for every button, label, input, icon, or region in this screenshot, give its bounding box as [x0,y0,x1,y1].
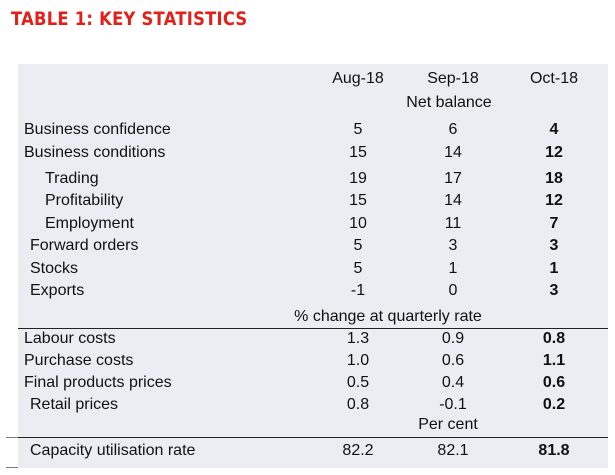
row-label: Forward orders [30,237,139,254]
cell-aug: 5 [353,121,363,138]
cell-sep: 6 [448,121,458,138]
cell-oct: 1.1 [542,352,566,369]
row-label: Retail prices [30,396,119,413]
cell-aug: -1 [350,282,366,299]
table-row: Capacity utilisation rate 82.2 82.1 81.8 [18,439,608,463]
row-label: Employment [45,215,134,232]
cell-aug: 5 [353,260,363,277]
cell-oct: 4 [549,121,559,138]
column-header-aug-18: Aug-18 [332,70,384,87]
row-label: Exports [30,282,85,299]
cell-aug: 19 [349,170,367,187]
cell-oct: 81.8 [538,442,570,459]
row-label: Trading [45,170,99,187]
table-row: Business conditions 15 14 12 [18,142,608,164]
cell-aug: 5 [353,237,363,254]
table-row: Final products prices 0.5 0.4 0.6 [18,372,608,394]
cell-sep: 0.9 [441,330,465,347]
cell-aug: 15 [349,192,367,209]
cell-oct: 3 [549,282,559,299]
row-label: Final products prices [24,374,172,391]
cell-aug: 1.3 [346,330,370,347]
cell-sep: 82.1 [437,442,469,459]
row-label: Stocks [30,260,79,277]
cell-oct: 1 [549,260,559,277]
cell-sep: 11 [444,215,462,232]
cell-oct: 0.8 [542,330,566,347]
table-row: Profitability 15 14 12 [18,190,608,212]
cell-sep: 0 [448,282,458,299]
table-row: Trading 19 17 18 [18,168,608,190]
row-label: Purchase costs [24,352,134,369]
cell-aug: 15 [349,144,367,161]
cell-oct: 12 [545,192,563,209]
row-label: Profitability [45,192,124,209]
cell-aug: 0.5 [346,374,370,391]
statistics-table: Aug-18 Sep-18 Oct-18 Net balance Busines… [18,64,608,468]
cell-oct: 12 [545,144,563,161]
section-header-net-balance: Net balance [406,94,492,111]
table-row: Retail prices 0.8 -0.1 0.2 [18,394,608,416]
column-header-oct-18: Oct-18 [529,70,578,87]
cell-sep: 14 [444,144,462,161]
cell-sep: -0.1 [439,396,467,413]
row-label: Business confidence [24,121,171,138]
cell-sep: 1 [448,260,458,277]
row-label: Labour costs [24,330,116,347]
cell-oct: 3 [549,237,559,254]
cell-oct: 0.2 [542,396,566,413]
table-row: Business confidence 5 6 4 [18,119,608,141]
cell-sep: 3 [448,237,458,254]
section-header-quarterly-change: % change at quarterly rate [294,308,482,325]
cell-oct: 18 [545,170,563,187]
cell-sep: 14 [444,192,462,209]
column-header-sep-18: Sep-18 [427,70,479,87]
table-row: Employment 10 11 7 [18,213,608,235]
table-row: Exports -1 0 3 [18,280,608,302]
section-divider [18,437,608,438]
table-row: Labour costs 1.3 0.9 0.8 [18,328,608,350]
row-label: Business conditions [24,144,166,161]
cell-aug: 10 [349,215,367,232]
margin-tick [6,467,18,468]
margin-tick [6,437,18,438]
cell-sep: 0.6 [441,352,465,369]
cell-aug: 1.0 [346,352,370,369]
section-header-per-cent: Per cent [418,416,478,433]
cell-sep: 17 [444,170,462,187]
cell-aug: 0.8 [346,396,370,413]
table-title: TABLE 1: KEY STATISTICS [11,8,248,30]
column-header-row: Aug-18 Sep-18 Oct-18 [18,68,608,90]
cell-oct: 0.6 [542,374,566,391]
table-row: Purchase costs 1.0 0.6 1.1 [18,350,608,372]
table-row: Forward orders 5 3 3 [18,235,608,257]
row-label: Capacity utilisation rate [30,442,196,459]
table-row: Stocks 5 1 1 [18,258,608,280]
section-divider [18,328,608,329]
cell-sep: 0.4 [441,374,465,391]
cell-oct: 7 [549,215,559,232]
cell-aug: 82.2 [342,442,374,459]
